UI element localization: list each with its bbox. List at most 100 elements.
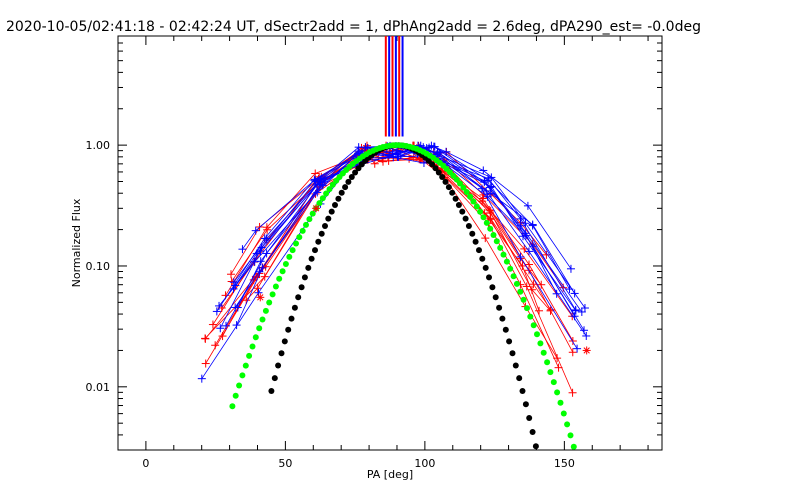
gaussian-fit-black-point [445, 184, 452, 191]
gaussian-fit-green-point [259, 316, 266, 323]
gaussian-fit-black-point [482, 264, 489, 271]
asterisk-marker [257, 294, 264, 301]
gaussian-fit-green-point [303, 221, 309, 228]
gaussian-fit-black-point [305, 264, 312, 271]
gaussian-fit-green-point [262, 307, 269, 314]
gaussian-fit-green-point [513, 280, 520, 287]
y-tick-label: 0.10 [86, 260, 111, 273]
gaussian-fit-black-point [449, 189, 456, 196]
gaussian-fit-black-point [479, 255, 486, 262]
gaussian-fit-green-point [520, 296, 527, 303]
y-axis-label: Normalized Flux [70, 198, 83, 287]
gaussian-fit-green-point [493, 238, 500, 245]
gaussian-fit-green-point [483, 219, 490, 226]
gaussian-fit-green-point [316, 200, 323, 207]
gaussian-fit-green-point [256, 325, 263, 332]
gaussian-fit-green-point [470, 198, 477, 205]
gaussian-fit-black-point [312, 247, 318, 254]
gaussian-fit-black-point [345, 178, 352, 185]
gaussian-fit-green-point [537, 340, 544, 347]
gaussian-fit-black-point [288, 315, 295, 322]
asterisk-marker [312, 205, 320, 212]
chart-title: 2020-10-05/02:41:18 - 02:42:24 UT, dSect… [6, 19, 701, 35]
gaussian-fit-black-point [486, 274, 492, 281]
gaussian-fit-green-point [544, 359, 551, 366]
gaussian-fit-black-point [472, 238, 479, 245]
gaussian-fit-green-point [296, 234, 303, 241]
gaussian-fit-black-point [465, 223, 472, 229]
gaussian-fit-green-point [473, 203, 480, 210]
measured-blue-line [234, 152, 583, 313]
gaussian-fit-green-point [477, 208, 484, 215]
gaussian-fit-black-point [332, 202, 338, 208]
gaussian-fit-black-point [298, 284, 305, 291]
measured-red-line [212, 146, 564, 325]
gaussian-fit-green-point [279, 268, 286, 275]
measured-red-line [255, 145, 573, 393]
gaussian-fit-green-point [276, 275, 283, 282]
gaussian-fit-black-point [532, 443, 539, 450]
gaussian-fit-black-point [285, 326, 292, 333]
gaussian-fit-green-point [460, 184, 467, 191]
x-tick-label: 100 [414, 457, 435, 470]
gaussian-fit-green-point [239, 372, 246, 379]
gaussian-fit-green-point [570, 443, 577, 450]
gaussian-fit-green-point [249, 343, 256, 350]
gaussian-fit-black-point [476, 247, 482, 254]
gaussian-fit-black-point [516, 375, 523, 382]
gaussian-fit-green-point [463, 189, 470, 195]
gaussian-fit-green-point [269, 291, 276, 298]
gaussian-fit-green-point [299, 227, 306, 234]
gaussian-fit-green-point [453, 176, 460, 183]
gaussian-fit-black-point [429, 161, 436, 168]
gaussian-fit-black-point [459, 208, 466, 215]
gaussian-fit-black-point [352, 169, 359, 176]
gaussian-fit-green-point [524, 305, 530, 312]
measured-blue-line [236, 147, 578, 349]
x-tick-label: 0 [142, 457, 149, 470]
gaussian-fit-green-point [286, 253, 293, 260]
y-tick-label: 1.00 [86, 139, 111, 152]
gaussian-fit-black-point [519, 388, 526, 394]
data-layer [197, 36, 591, 450]
gaussian-fit-green [229, 142, 577, 450]
y-tick-label: 0.01 [86, 381, 111, 394]
gaussian-fit-green-point [490, 232, 497, 238]
gaussian-fit-black-point [315, 238, 322, 245]
gaussian-fit-black-point [271, 375, 278, 382]
x-tick-label: 50 [278, 457, 292, 470]
gaussian-fit-black-point [268, 388, 275, 394]
gaussian-fit-green-point [272, 283, 279, 290]
gaussian-fit-green-point [306, 216, 313, 223]
gaussian-fit-green-point [252, 334, 259, 341]
gaussian-fit-green-point [517, 288, 524, 295]
gaussian-fit-green-point [457, 180, 463, 187]
gaussian-fit-green-point [540, 349, 547, 356]
gaussian-fit-black-point [526, 415, 533, 421]
measured-blue-line [233, 146, 585, 331]
x-tick-label: 150 [554, 457, 575, 470]
gaussian-fit-black-point [328, 208, 335, 215]
gaussian-fit-black-point [295, 294, 302, 301]
measured-red-line [221, 155, 574, 342]
gaussian-fit-green-point [500, 251, 507, 258]
measured-red-line [214, 145, 542, 346]
gaussian-fit-green-point [246, 352, 253, 359]
gaussian-fit-black-point [432, 165, 439, 172]
gaussian-fit-black-point [492, 294, 499, 301]
gaussian-fit-green-point [232, 392, 239, 399]
x-axis-label: PA [deg] [367, 468, 413, 481]
gaussian-fit-black-point [308, 255, 315, 262]
x-tick-labels: 0 50 100 150 [142, 457, 574, 470]
gaussian-fit-green-point [319, 195, 326, 202]
gaussian-fit-black [268, 142, 539, 450]
gaussian-fit-black-point [529, 429, 536, 435]
gaussian-fit-black-point [522, 401, 529, 408]
gaussian-fit-black-point [442, 178, 449, 185]
gaussian-fit-green-point [480, 214, 487, 221]
gaussian-fit-black-point [275, 362, 282, 369]
gaussian-fit-black-point [435, 169, 442, 176]
asterisk-marker [583, 347, 590, 354]
gaussian-fit-black-point [452, 195, 459, 202]
gaussian-fit-green-point [503, 258, 510, 265]
